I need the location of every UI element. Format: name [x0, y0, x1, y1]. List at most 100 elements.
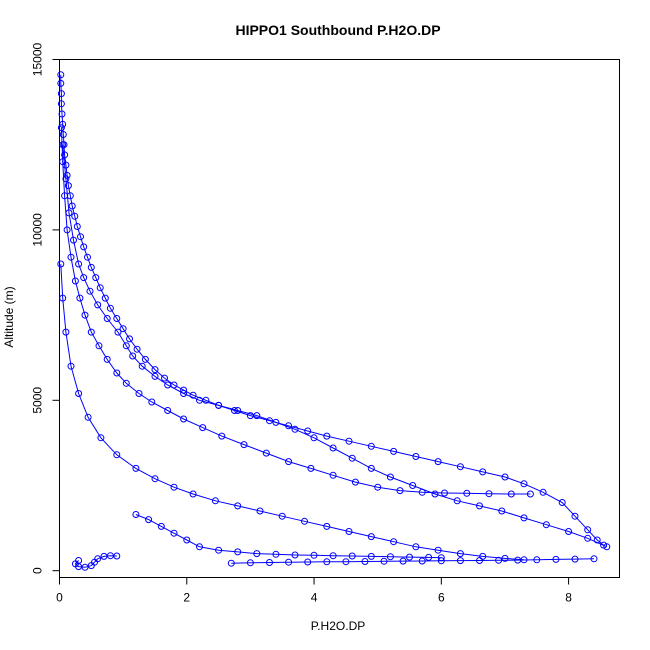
point-s0-33 — [189, 391, 197, 399]
point-s3-25 — [501, 554, 509, 562]
y-tick-label-0: 0 — [31, 567, 45, 574]
point-s1-18 — [218, 432, 226, 440]
point-s4-17 — [425, 553, 433, 561]
point-s4-13 — [348, 552, 356, 560]
point-s1-20 — [262, 449, 270, 457]
data-marks — [57, 71, 611, 571]
point-s1-19 — [240, 441, 248, 449]
point-s5-19 — [590, 555, 598, 563]
x-axis: 0 2 4 6 8 — [56, 577, 572, 605]
point-s1-8 — [87, 328, 95, 336]
point-s0-10 — [63, 171, 71, 179]
point-s0-25 — [119, 325, 127, 333]
point-s1-30 — [485, 490, 493, 498]
point-s2-32 — [520, 514, 528, 522]
point-s0-13 — [68, 202, 76, 210]
point-s2-7 — [94, 301, 102, 309]
point-s3-4 — [75, 390, 83, 397]
series-2-line — [62, 144, 608, 548]
point-s5-8 — [380, 557, 388, 565]
point-s3-1 — [59, 294, 67, 302]
point-s2-29 — [453, 497, 461, 505]
point-s4-4 — [183, 536, 191, 544]
point-s3-14 — [256, 507, 264, 515]
point-s2-36 — [603, 543, 611, 551]
x-axis-label: P.H2O.DP — [311, 619, 365, 633]
point-s4-12 — [329, 552, 337, 560]
point-s2-5 — [80, 274, 88, 282]
series-3-line — [60, 263, 525, 561]
point-s3-3 — [67, 362, 75, 370]
point-s2-21 — [291, 425, 299, 433]
point-s0-49 — [501, 473, 509, 481]
point-s0-47 — [456, 463, 464, 471]
point-s2-31 — [498, 507, 506, 515]
point-s0-19 — [87, 263, 95, 271]
point-s1-21 — [285, 458, 293, 466]
point-s1-22 — [307, 464, 315, 472]
point-s3-16 — [301, 517, 308, 525]
point-s3-11 — [189, 490, 197, 498]
point-s4-0 — [132, 511, 140, 518]
point-s6-9 — [113, 552, 121, 560]
point-s4-3 — [170, 529, 178, 537]
point-s2-14 — [164, 381, 172, 389]
point-s0-1 — [57, 79, 65, 87]
point-s0-3 — [57, 100, 65, 108]
y-tick-label-3: 15000 — [31, 42, 45, 76]
point-s3-13 — [234, 502, 242, 510]
point-s0-22 — [101, 294, 109, 302]
point-s0-28 — [141, 355, 149, 363]
point-s2-1 — [62, 175, 70, 183]
point-s3-6 — [97, 434, 105, 442]
point-s4-9 — [272, 550, 280, 558]
point-s1-28 — [441, 489, 448, 497]
point-s3-8 — [132, 464, 140, 472]
point-s0-26 — [126, 335, 133, 343]
point-s1-12 — [122, 379, 130, 387]
point-s2-3 — [70, 236, 77, 244]
point-s1-17 — [199, 424, 207, 432]
point-s1-0 — [57, 124, 65, 132]
point-s3-10 — [170, 483, 178, 491]
point-s0-23 — [106, 304, 114, 312]
point-s2-23 — [329, 444, 337, 452]
y-axis: 0 5000 10000 15000 — [31, 42, 60, 574]
point-s5-10 — [418, 557, 426, 565]
point-s2-4 — [75, 260, 83, 268]
point-s3-17 — [323, 522, 331, 530]
point-s0-21 — [96, 284, 104, 292]
point-s4-8 — [253, 550, 261, 558]
point-s1-11 — [113, 369, 121, 377]
point-s4-11 — [310, 551, 318, 559]
point-s5-6 — [342, 558, 350, 566]
point-s2-28 — [431, 490, 439, 498]
point-s1-23 — [329, 471, 337, 479]
point-s0-11 — [64, 182, 72, 190]
point-s0-20 — [92, 274, 100, 282]
point-s0-48 — [479, 468, 487, 476]
chart-title: HIPPO1 Southbound P.H2O.DP — [235, 22, 440, 38]
point-s2-15 — [180, 390, 188, 397]
point-s2-12 — [138, 362, 146, 370]
x-tick-label-3: 6 — [438, 591, 445, 605]
y-axis-label: Altitude (m) — [2, 286, 16, 347]
point-s0-29 — [151, 366, 159, 374]
point-s2-22 — [310, 434, 318, 442]
point-s6-6 — [94, 555, 102, 563]
point-s1-10 — [103, 355, 111, 363]
point-s1-9 — [95, 342, 103, 350]
point-s5-13 — [476, 557, 483, 564]
point-s1-29 — [463, 489, 471, 497]
point-s0-17 — [80, 243, 88, 251]
point-s0-30 — [161, 374, 168, 382]
point-s0-15 — [73, 223, 81, 230]
point-s0-24 — [113, 315, 121, 322]
point-s1-4 — [67, 253, 75, 261]
point-s5-4 — [304, 558, 312, 566]
point-s2-8 — [103, 315, 111, 322]
point-s5-12 — [456, 557, 464, 565]
point-s3-20 — [390, 538, 398, 546]
point-s2-27 — [409, 482, 417, 489]
point-s1-16 — [180, 415, 188, 423]
